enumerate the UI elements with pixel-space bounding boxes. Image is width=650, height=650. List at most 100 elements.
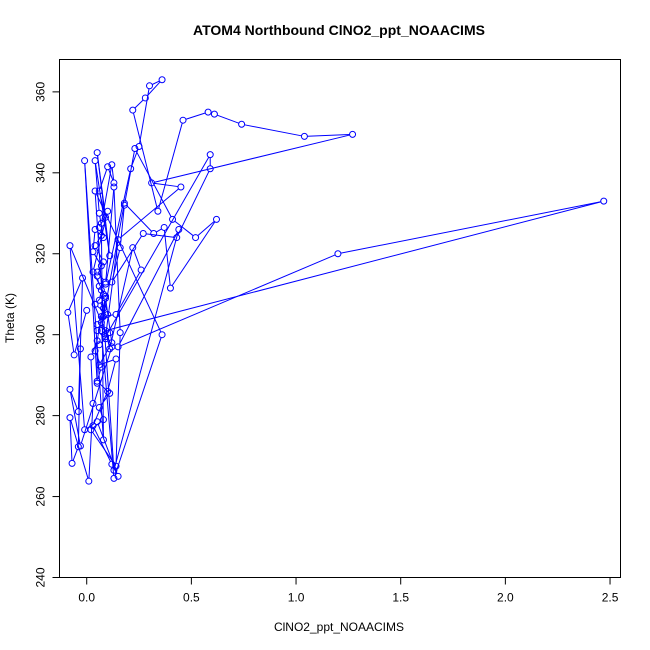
data-point — [99, 416, 107, 424]
series-segment — [146, 81, 161, 97]
data-point — [99, 290, 107, 298]
series-segment — [74, 313, 87, 353]
series-segment — [97, 424, 118, 474]
data-point — [93, 321, 101, 329]
series-segment — [107, 361, 116, 389]
data-point — [66, 385, 74, 393]
data-point — [95, 341, 103, 349]
data-point — [135, 143, 143, 151]
series-segment — [115, 335, 121, 464]
data-point — [112, 310, 120, 318]
data-point — [95, 209, 103, 217]
data-point — [97, 327, 105, 335]
series-segment — [109, 250, 133, 347]
x-axis: 0.0 0.5 1.0 1.5 2.0 2.5 — [78, 577, 619, 605]
data-point — [74, 408, 82, 416]
data-point — [175, 225, 183, 233]
data-point — [177, 183, 185, 191]
data-point — [104, 163, 112, 171]
data-point — [106, 252, 114, 260]
data-point — [97, 286, 105, 294]
series-segment — [105, 242, 119, 334]
series-segment — [68, 280, 82, 310]
series-segment — [151, 80, 160, 85]
data-point — [76, 442, 84, 450]
data-point — [238, 120, 246, 128]
data-point — [95, 223, 103, 231]
series-segment — [97, 369, 101, 379]
data-point — [79, 274, 87, 282]
data-point — [97, 262, 105, 270]
series-segment — [72, 449, 78, 461]
series-segment — [108, 201, 601, 331]
series-segment — [93, 274, 105, 294]
data-point — [206, 151, 214, 159]
series-segment — [133, 112, 158, 209]
series-segment — [154, 134, 350, 183]
data-point — [97, 363, 105, 371]
series-segment — [158, 122, 183, 209]
data-point — [95, 361, 103, 369]
series-segment — [134, 99, 144, 109]
data-point — [91, 242, 99, 250]
data-point — [68, 459, 76, 467]
data-point — [600, 197, 608, 205]
series-segment — [113, 235, 143, 280]
y-tick-label: 240 — [34, 567, 48, 587]
data-point — [87, 353, 95, 361]
data-point — [106, 329, 114, 337]
data-point — [89, 422, 97, 430]
data-point — [93, 149, 101, 157]
data-point — [110, 183, 118, 191]
data-point — [108, 161, 116, 169]
data-point — [104, 387, 112, 395]
data-point — [106, 389, 114, 397]
data-point — [99, 234, 107, 242]
data-point — [110, 474, 118, 482]
data-point — [110, 179, 118, 187]
data-point — [114, 472, 122, 480]
data-point — [173, 234, 181, 242]
series-segment — [77, 281, 83, 409]
data-point — [81, 157, 89, 165]
data-point — [66, 414, 74, 422]
series-segment — [156, 228, 162, 233]
data-point — [210, 110, 218, 118]
series-segment — [114, 337, 162, 476]
series-segment — [69, 248, 85, 427]
series-segment — [90, 359, 94, 401]
series-segment — [114, 232, 179, 468]
data-point — [166, 284, 174, 292]
data-point — [83, 306, 91, 314]
data-point — [116, 329, 124, 337]
data-point — [95, 282, 103, 290]
series-segment — [97, 155, 110, 253]
series-segment — [92, 232, 96, 249]
series-segment — [93, 393, 107, 424]
series-segment — [340, 201, 601, 254]
series-segment — [133, 250, 141, 268]
data-point — [70, 351, 78, 359]
series-segment — [119, 231, 178, 345]
data-point — [102, 335, 110, 343]
series-segment — [95, 193, 162, 333]
y-axis-label: Theta (K) — [3, 293, 17, 343]
data-point — [81, 426, 89, 434]
data-point — [204, 108, 212, 116]
data-point — [106, 345, 114, 353]
series-segment — [111, 167, 115, 181]
data-point — [95, 296, 103, 304]
data-point — [99, 312, 107, 320]
data-point — [102, 292, 110, 300]
chart-title: ATOM4 Northbound ClNO2_ppt_NOAACIMS — [193, 22, 485, 38]
series-segment — [307, 133, 350, 137]
series-segment — [120, 254, 336, 347]
series-segment — [120, 188, 179, 239]
series-segment — [112, 250, 120, 280]
series-segment — [69, 420, 73, 461]
series-segment — [244, 124, 302, 137]
data-point — [91, 347, 99, 355]
data-point — [93, 337, 101, 345]
series-segment — [171, 221, 216, 286]
data-point — [148, 179, 156, 187]
